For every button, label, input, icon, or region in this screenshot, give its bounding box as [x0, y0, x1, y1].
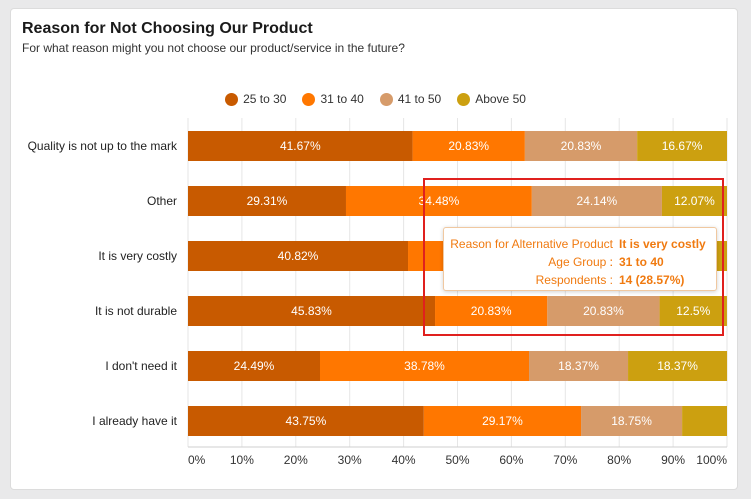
legend-swatch-25-to-30 — [225, 92, 239, 106]
tooltip-value: 31 to 40 — [619, 255, 664, 269]
bar-segment — [188, 351, 321, 381]
bar-data-label: 18.37% — [558, 359, 599, 373]
bar-segment — [661, 186, 727, 216]
bar-data-label: 34.48% — [419, 194, 460, 208]
tooltip-row-respondents: Respondents : 14 (28.57%) — [444, 271, 716, 289]
bar-data-label: 43.75% — [286, 414, 327, 428]
tooltip-label: Respondents : — [535, 273, 613, 287]
x-tick-label: 60% — [499, 453, 523, 467]
bar-segment — [531, 186, 662, 216]
tooltip-row-reason: Reason for Alternative Product : It is v… — [444, 235, 716, 269]
bar-data-label: 45.83% — [291, 304, 332, 318]
legend-item-31-to-40[interactable]: 31 to 40 — [302, 92, 364, 106]
y-category-label: Other — [147, 194, 177, 208]
legend-item-25-to-30[interactable]: 25 to 30 — [225, 92, 286, 106]
x-tick-label: 90% — [661, 453, 685, 467]
legend-swatch-31-to-40 — [302, 92, 316, 106]
bar-data-label: 40.82% — [278, 249, 319, 263]
bar-segment — [529, 351, 629, 381]
bar-data-label: 41.67% — [280, 139, 321, 153]
bar-data-label: 29.31% — [247, 194, 288, 208]
bar-segment — [581, 406, 683, 436]
highlight-box — [423, 178, 724, 336]
bar-segment — [659, 296, 727, 326]
bar-data-label: 38.78% — [404, 359, 445, 373]
bar-segment — [524, 131, 638, 161]
bar-segment — [682, 406, 727, 436]
bar-segment — [547, 296, 660, 326]
x-tick-label: 30% — [338, 453, 362, 467]
bar-segment — [628, 351, 728, 381]
bar-segment — [320, 351, 530, 381]
bar-segment — [188, 296, 436, 326]
x-tick-label: 80% — [607, 453, 631, 467]
bar-data-label: 18.75% — [611, 414, 652, 428]
legend-label: 31 to 40 — [320, 92, 364, 106]
bar-segment — [188, 241, 409, 271]
y-category-label: It is very costly — [98, 249, 177, 263]
bar-data-label: 16.67% — [662, 139, 703, 153]
bar-segment — [188, 131, 413, 161]
x-tick-label: 10% — [230, 453, 254, 467]
bar-data-label: 24.14% — [577, 194, 618, 208]
chart-subtitle: For what reason might you not choose our… — [22, 41, 405, 55]
y-category-label: It is not durable — [95, 304, 177, 318]
bar-data-label: 24.49% — [234, 359, 275, 373]
tooltip-row-age-group: Age Group : 31 to 40 — [444, 253, 716, 271]
tooltip-value: It is very costly — [619, 237, 706, 251]
x-tick-label: 70% — [553, 453, 577, 467]
bar-segment — [188, 186, 346, 216]
bar-data-label: 20.83% — [561, 139, 602, 153]
bar-segment — [637, 131, 727, 161]
bar-data-label: 12.07% — [674, 194, 715, 208]
y-category-label: I already have it — [92, 414, 177, 428]
legend-swatch-41-to-50 — [379, 92, 393, 106]
bar-data-label: 20.83% — [471, 304, 512, 318]
legend-item-41-to-50[interactable]: 41 to 50 — [379, 92, 442, 106]
bar-data-label: 20.83% — [583, 304, 624, 318]
bar-segment — [345, 186, 532, 216]
bar-segment — [435, 296, 548, 326]
legend-swatch-above-50 — [457, 92, 471, 106]
bar-data-label: 20.83% — [448, 139, 489, 153]
x-tick-label: 40% — [392, 453, 416, 467]
x-tick-label: 20% — [284, 453, 308, 467]
tooltip-label: Age Group : — [548, 255, 613, 269]
y-category-label: I don't need it — [105, 359, 177, 373]
legend-label: Above 50 — [475, 92, 526, 106]
chart-title: Reason for Not Choosing Our Product — [22, 20, 313, 37]
bar-segment — [412, 131, 525, 161]
bar-data-label: 12.5% — [676, 304, 710, 318]
bar-segment — [188, 406, 424, 436]
bar-data-label: 18.37% — [657, 359, 698, 373]
x-tick-label: 50% — [445, 453, 469, 467]
y-category-label: Quality is not up to the mark — [28, 139, 178, 153]
x-tick-label: 0% — [188, 453, 206, 467]
chart-tooltip: Reason for Alternative Product : It is v… — [443, 227, 717, 291]
tooltip-label: Reason for Alternative Product : — [450, 237, 613, 269]
legend-label: 41 to 50 — [397, 92, 442, 106]
bar-segment — [423, 406, 582, 436]
x-tick-label: 100% — [696, 453, 727, 467]
bar-data-label: 29.17% — [482, 414, 523, 428]
legend-item-above-50[interactable]: Above 50 — [457, 92, 526, 106]
tooltip-value: 14 (28.57%) — [619, 273, 685, 287]
chart-legend: 25 to 30 31 to 40 41 to 50 Above 50 — [0, 92, 751, 106]
legend-label: 25 to 30 — [243, 92, 287, 106]
